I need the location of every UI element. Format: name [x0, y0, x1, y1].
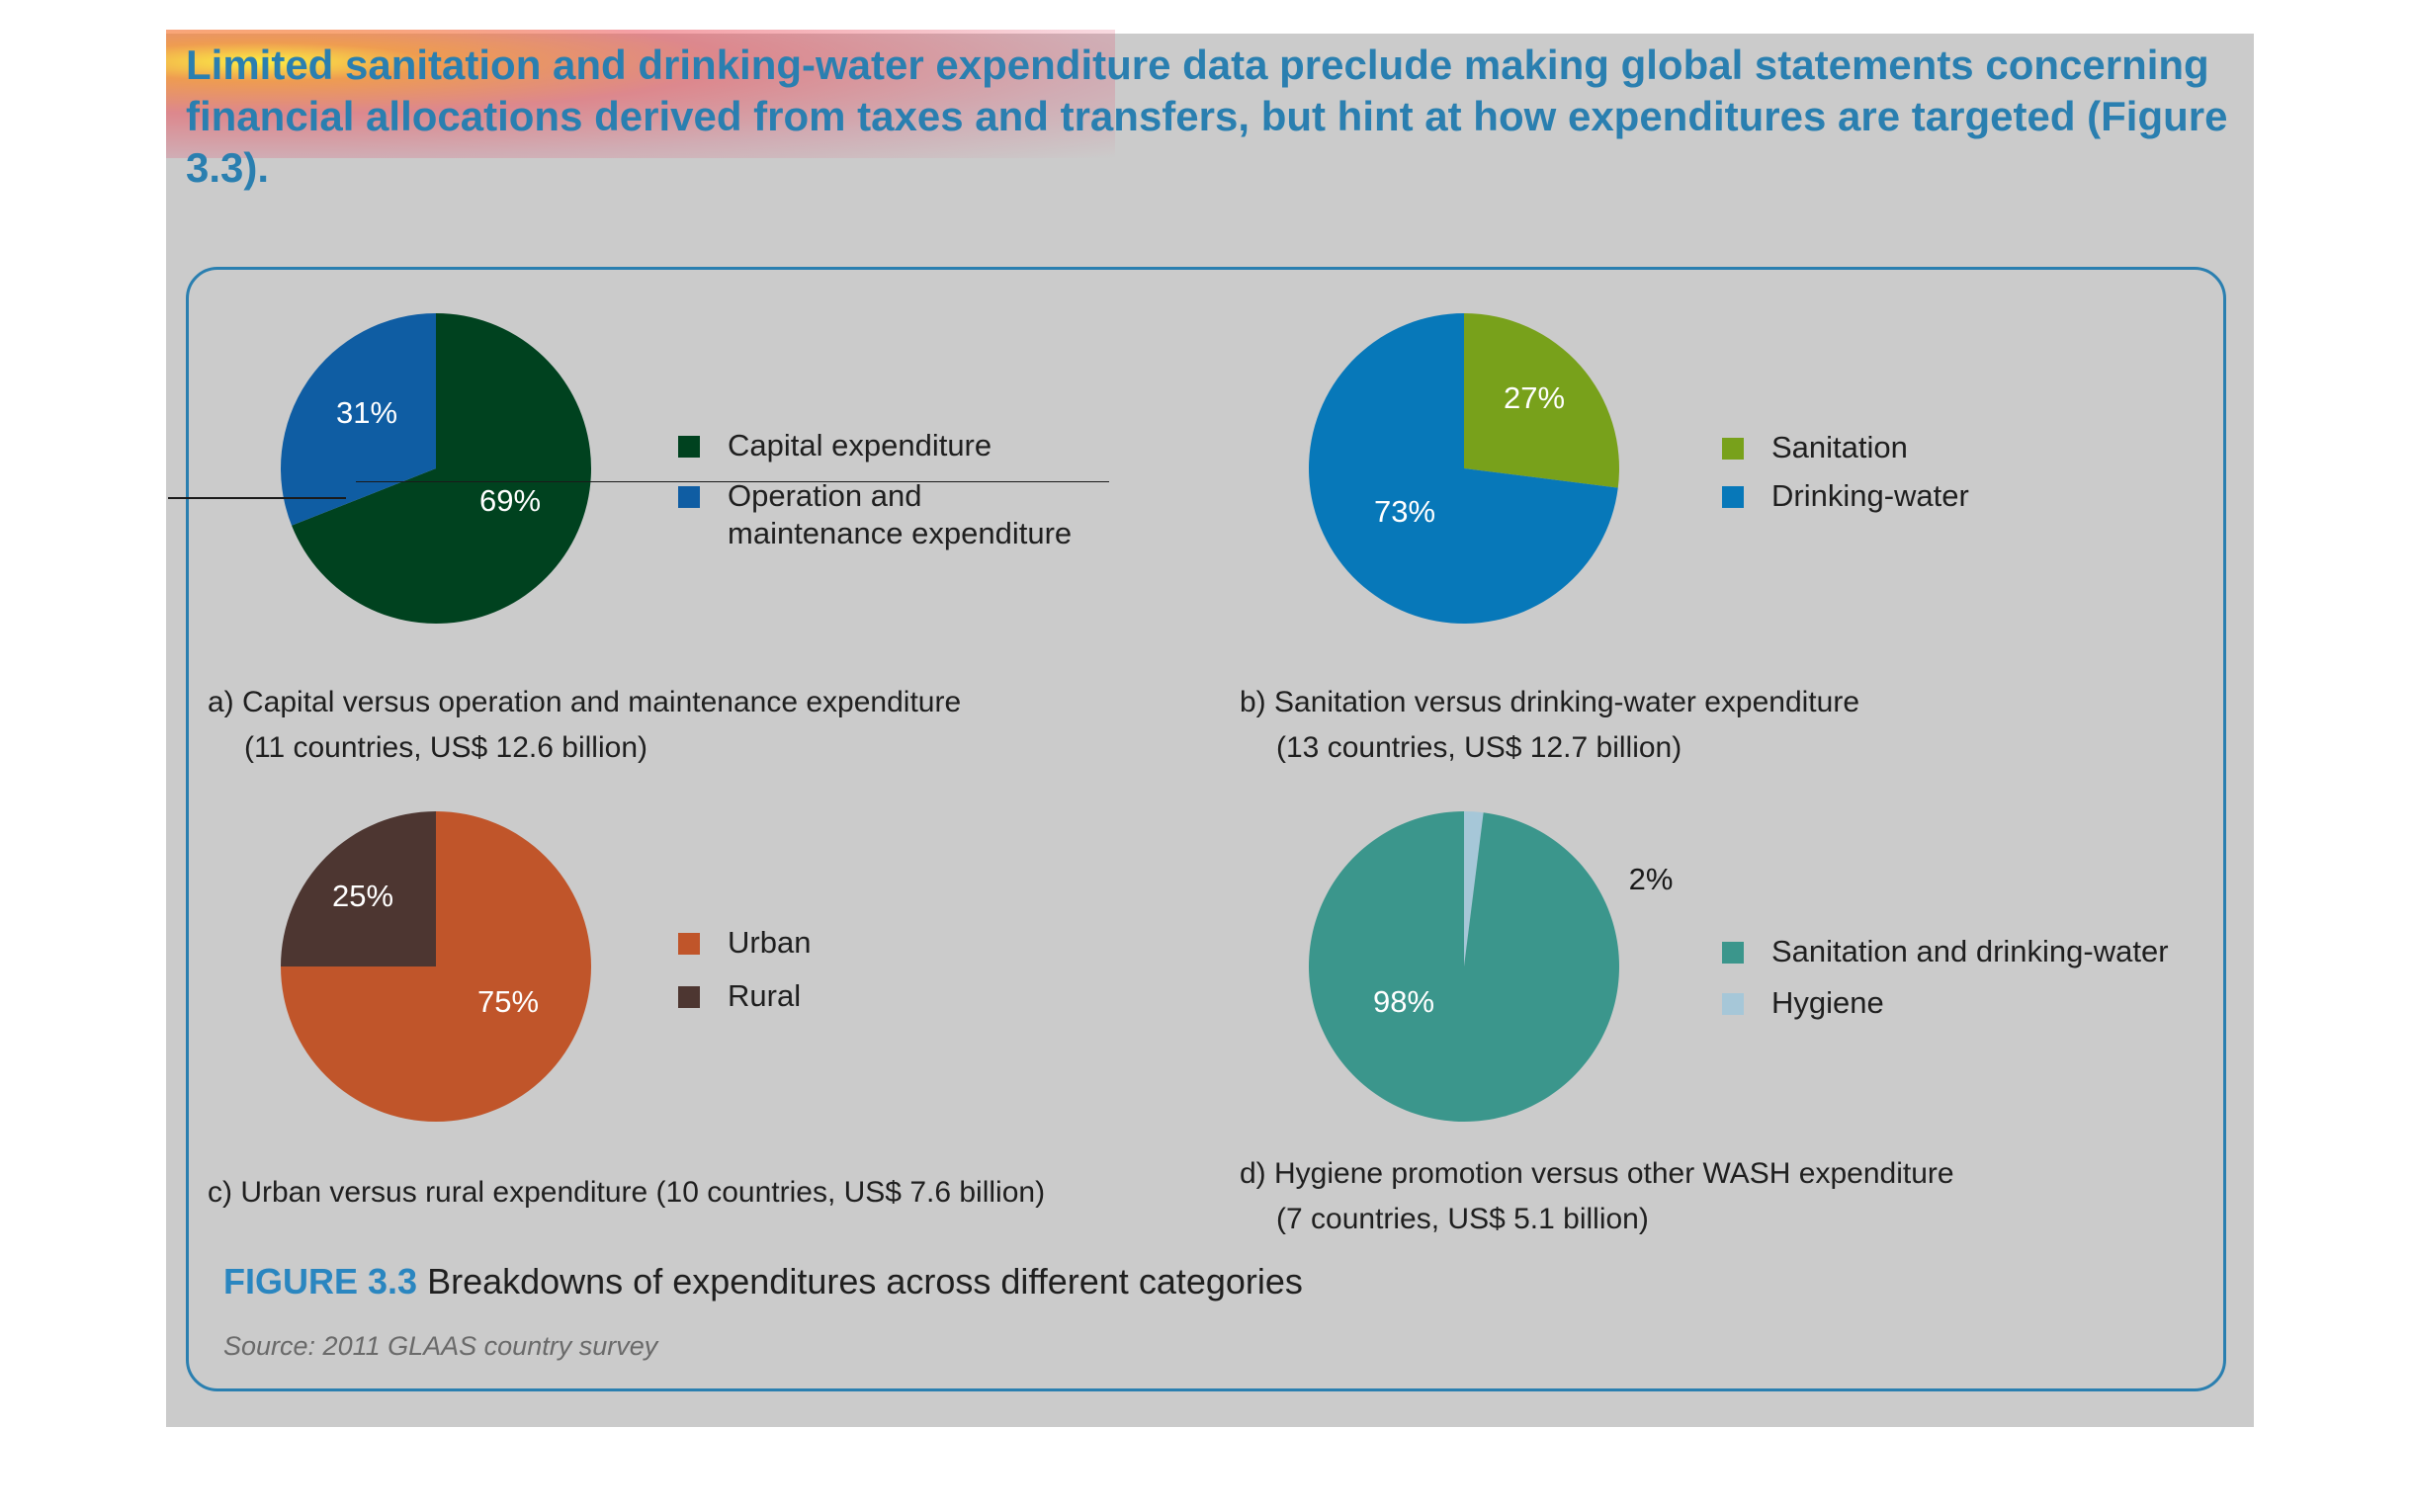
caption-c: c) Urban versus rural expenditure (10 co… — [208, 1170, 1045, 1216]
legend-item-hygiene: Hygiene — [1722, 984, 2169, 1022]
stray-line — [356, 481, 1109, 482]
figure-frame — [186, 267, 2226, 1391]
pie-slice-sanitation — [1464, 313, 1619, 488]
legend-swatch — [1722, 486, 1744, 508]
slice-percent-label: 69% — [479, 483, 541, 518]
caption-b: b) Sanitation versus drinking-water expe… — [1240, 680, 1859, 771]
caption-c-title: c) Urban versus rural expenditure (10 co… — [208, 1176, 1046, 1209]
caption-a-sub: (11 countries, US$ 12.6 billion) — [244, 731, 647, 764]
caption-d: d) Hygiene promotion versus other WASH e… — [1240, 1151, 1954, 1242]
legend-swatch — [678, 436, 700, 458]
legend-swatch — [678, 486, 700, 508]
caption-a-title: a) Capital versus operation and maintena… — [208, 686, 962, 718]
legend-item-operation: Operation and maintenance expenditure — [678, 477, 1103, 552]
legend-swatch — [678, 986, 700, 1008]
figure-source: Source: 2011 GLAAS country survey — [223, 1331, 658, 1361]
legend-item-drinking-water: Drinking-water — [1722, 477, 1969, 515]
legend-label: Urban — [728, 925, 812, 960]
legend-swatch — [1722, 942, 1744, 964]
legend-label: Sanitation and drinking-water — [1771, 934, 2169, 968]
legend-swatch — [678, 933, 700, 955]
legend-label: Rural — [728, 978, 802, 1013]
legend-d: Sanitation and drinking-water Hygiene — [1722, 933, 2169, 1022]
caption-b-sub: (13 countries, US$ 12.7 billion) — [1276, 731, 1682, 764]
figure-caption: FIGURE 3.3 Breakdowns of expenditures ac… — [223, 1261, 1303, 1302]
caption-d-title: d) Hygiene promotion versus other WASH e… — [1240, 1157, 1954, 1190]
legend-item-urban: Urban — [678, 924, 811, 962]
pie-slice-operation-and-maintenance-expenditure — [281, 313, 436, 526]
pie-slice-capital-expenditure — [292, 313, 592, 624]
pie-slice-sanitation-and-drinking-water — [1309, 811, 1620, 1122]
legend-label: Hygiene — [1771, 985, 1884, 1020]
section-heading: Limited sanitation and drinking-water ex… — [186, 42, 2228, 191]
caption-b-title: b) Sanitation versus drinking-water expe… — [1240, 686, 1859, 718]
legend-swatch — [1722, 993, 1744, 1015]
legend-item-capital: Capital expenditure — [678, 427, 1103, 464]
pie-slice-drinking-water — [1308, 313, 1618, 625]
legend-label: Drinking-water — [1771, 478, 1969, 513]
pie-slice-hygiene — [1464, 811, 1484, 966]
slice-percent-label: 25% — [332, 879, 393, 913]
pie-slice-rural — [281, 811, 436, 966]
stray-line — [168, 497, 346, 499]
figure-number: FIGURE 3.3 — [223, 1261, 418, 1302]
legend-label: Operation and maintenance expenditure — [728, 478, 1073, 550]
legend-item-wash: Sanitation and drinking-water — [1722, 933, 2169, 970]
caption-d-sub: (7 countries, US$ 5.1 billion) — [1276, 1203, 1649, 1235]
legend-item-sanitation: Sanitation — [1722, 429, 1969, 466]
caption-a: a) Capital versus operation and maintena… — [208, 680, 961, 771]
legend-item-rural: Rural — [678, 977, 811, 1015]
content-panel — [166, 34, 2254, 1427]
legend-c: Urban Rural — [678, 924, 811, 1015]
legend-b: Sanitation Drinking-water — [1722, 429, 1969, 515]
slice-percent-label: 2% — [1629, 862, 1674, 896]
figure-title: Breakdowns of expenditures across differ… — [427, 1261, 1303, 1302]
legend-a: Capital expenditure Operation and mainte… — [678, 427, 1103, 552]
legend-label: Capital expenditure — [728, 428, 992, 462]
slice-percent-label: 31% — [336, 395, 397, 430]
slice-percent-label: 75% — [477, 984, 539, 1019]
slice-percent-label: 27% — [1504, 380, 1565, 415]
legend-swatch — [1722, 438, 1744, 460]
slice-percent-label: 98% — [1373, 984, 1434, 1019]
legend-label: Sanitation — [1771, 430, 1908, 464]
slice-percent-label: 73% — [1374, 494, 1435, 529]
